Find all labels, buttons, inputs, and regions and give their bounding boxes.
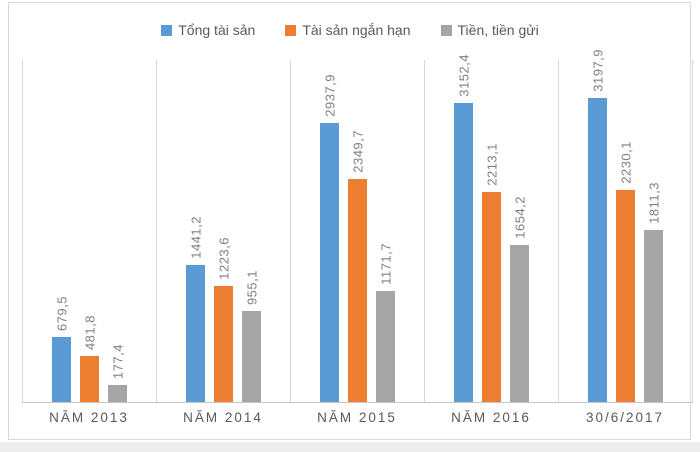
legend-item-tong-tai-san: Tổng tài sản <box>161 22 255 38</box>
bar-value-label: 2937,9 <box>322 74 337 117</box>
bar-value-label: 1811,3 <box>646 182 661 224</box>
bar-30/6/2017-Tiền, tiền gửi <box>644 230 663 402</box>
bar-value-label: 481,8 <box>82 314 97 350</box>
x-axis-label: NĂM 2015 <box>317 410 397 425</box>
bar-value-label: 1223,6 <box>216 237 231 280</box>
x-axis-label: NĂM 2013 <box>49 410 129 425</box>
bar-value-label: 3197,9 <box>590 49 605 92</box>
bar-slot: 1654,2 <box>510 60 529 402</box>
category-cell: 3152,4 2213,1 1654,2 <box>425 54 559 402</box>
bar-slot: 2230,1 <box>616 60 635 402</box>
plot-area: 679,5 481,8 177,4 1441,2 1223,6 955,1 2937,9 23… <box>22 49 693 403</box>
bar-30/6/2017-Tài sản ngắn hạn <box>616 190 635 402</box>
page-bottom-strip <box>0 442 700 452</box>
bar-slot: 1811,3 <box>644 60 663 402</box>
category-cell: 679,5 481,8 177,4 <box>23 60 157 402</box>
legend-label: Tiền, tiền gửi <box>457 22 539 38</box>
bar-value-label: 1654,2 <box>512 196 527 239</box>
bar-slot: 1171,7 <box>376 60 395 402</box>
legend-item-tai-san-ngan-han: Tài sản ngắn hạn <box>285 22 411 38</box>
category-cell: 1441,2 1223,6 955,1 <box>157 60 291 402</box>
bar-slot: 2213,1 <box>482 60 501 402</box>
category-cell: 3197,9 2230,1 1811,3 <box>559 49 693 402</box>
bar-value-label: 2349,7 <box>350 130 365 173</box>
bar-NĂM 2013-Tiền, tiền gửi <box>108 385 127 402</box>
bar-30/6/2017-Tổng tài sản <box>588 98 607 402</box>
legend-swatch-orange-icon <box>285 24 297 36</box>
legend-label: Tài sản ngắn hạn <box>302 22 411 38</box>
bar-NĂM 2015-Tài sản ngắn hạn <box>348 179 367 402</box>
category-cell: 2937,9 2349,7 1171,7 <box>291 60 425 402</box>
legend-swatch-blue-icon <box>161 24 173 36</box>
bar-value-label: 2230,1 <box>618 141 633 184</box>
bar-NĂM 2014-Tổng tài sản <box>186 265 205 402</box>
bar-slot: 481,8 <box>80 60 99 402</box>
bar-NĂM 2015-Tổng tài sản <box>320 123 339 402</box>
bar-value-label: 679,5 <box>54 295 69 331</box>
bar-slot: 3152,4 <box>454 54 473 402</box>
bar-slot: 177,4 <box>108 60 127 402</box>
bar-slot: 955,1 <box>242 60 261 402</box>
bar-NĂM 2014-Tài sản ngắn hạn <box>214 286 233 402</box>
x-axis-label: NĂM 2014 <box>183 410 263 425</box>
x-axis-label: NĂM 2016 <box>451 410 531 425</box>
bar-slot: 679,5 <box>52 60 71 402</box>
legend-item-tien-tien-gui: Tiền, tiền gửi <box>440 22 539 38</box>
chart-legend: Tổng tài sản Tài sản ngắn hạn Tiền, tiền… <box>0 22 700 38</box>
bar-value-label: 2213,1 <box>484 143 499 186</box>
bar-NĂM 2016-Tiền, tiền gửi <box>510 245 529 402</box>
bar-slot: 3197,9 <box>588 49 607 402</box>
legend-swatch-gray-icon <box>440 24 452 36</box>
bar-NĂM 2014-Tiền, tiền gửi <box>242 311 261 402</box>
bar-value-label: 1441,2 <box>188 216 203 259</box>
bar-NĂM 2013-Tổng tài sản <box>52 337 71 402</box>
bar-NĂM 2016-Tổng tài sản <box>454 103 473 402</box>
bar-value-label: 1171,7 <box>378 243 393 285</box>
bar-slot: 1223,6 <box>214 60 233 402</box>
bar-slot: 1441,2 <box>186 60 205 402</box>
legend-label: Tổng tài sản <box>178 22 256 38</box>
bar-NĂM 2013-Tài sản ngắn hạn <box>80 356 99 402</box>
bar-slot: 2349,7 <box>348 60 367 402</box>
bar-NĂM 2015-Tiền, tiền gửi <box>376 291 395 402</box>
bar-value-label: 955,1 <box>244 269 259 305</box>
bar-NĂM 2016-Tài sản ngắn hạn <box>482 192 501 402</box>
x-axis-label: 30/6/2017 <box>585 410 665 425</box>
bar-value-label: 177,4 <box>110 343 125 379</box>
bar-slot: 2937,9 <box>320 60 339 402</box>
bar-value-label: 3152,4 <box>456 54 471 97</box>
x-axis-labels: NĂM 2013 NĂM 2014 NĂM 2015 NĂM 2016 30/6/201… <box>22 410 692 425</box>
